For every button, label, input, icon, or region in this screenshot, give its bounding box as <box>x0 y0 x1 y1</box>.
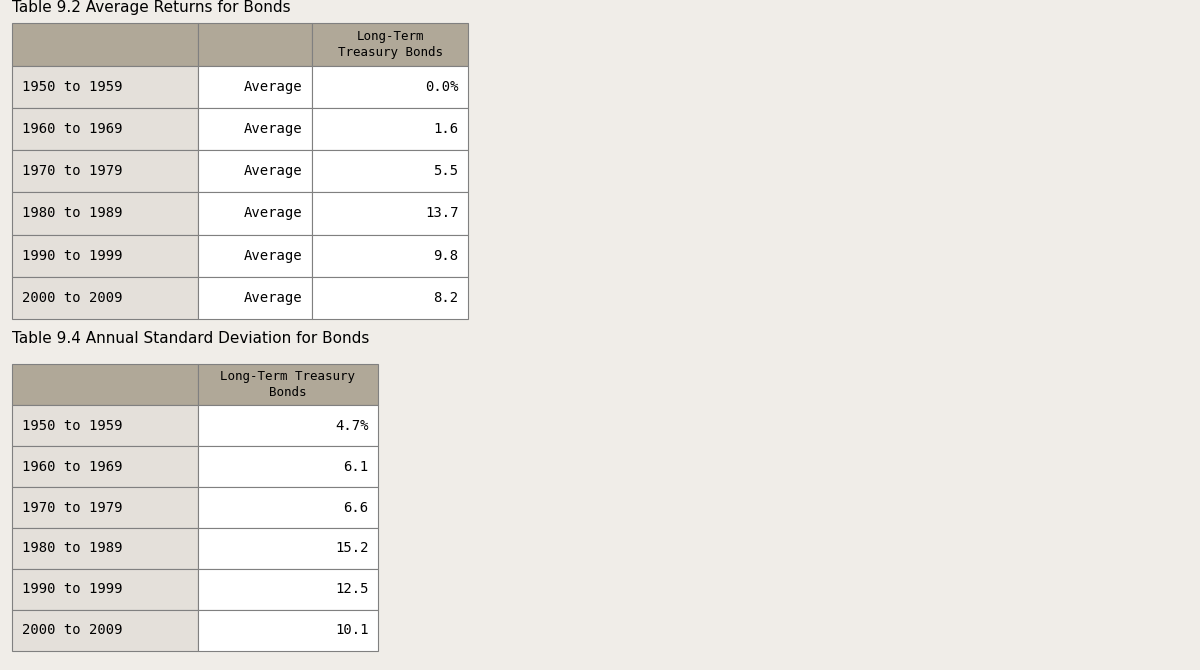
Bar <box>198 364 378 405</box>
Bar <box>12 446 198 487</box>
Text: 1990 to 1999: 1990 to 1999 <box>22 249 122 263</box>
Bar <box>198 446 378 487</box>
Text: 1950 to 1959: 1950 to 1959 <box>22 80 122 94</box>
Text: Average: Average <box>244 206 302 220</box>
Bar <box>12 405 198 446</box>
Text: Average: Average <box>244 122 302 136</box>
Text: 5.5: 5.5 <box>433 164 458 178</box>
Bar <box>312 192 468 234</box>
Bar <box>12 610 198 651</box>
Text: Table 9.2 Average Returns for Bonds: Table 9.2 Average Returns for Bonds <box>12 1 290 15</box>
Text: 1980 to 1989: 1980 to 1989 <box>22 206 122 220</box>
Bar <box>312 66 468 108</box>
Text: Average: Average <box>244 164 302 178</box>
Text: 1.6: 1.6 <box>433 122 458 136</box>
Text: 13.7: 13.7 <box>425 206 458 220</box>
Text: Average: Average <box>244 249 302 263</box>
Text: 0.0%: 0.0% <box>425 80 458 94</box>
Bar <box>198 569 378 610</box>
Text: Long-Term
Treasury Bonds: Long-Term Treasury Bonds <box>337 30 443 59</box>
Bar <box>198 192 312 234</box>
Bar <box>198 234 312 277</box>
Bar <box>12 108 198 150</box>
Bar <box>198 405 378 446</box>
Bar <box>12 364 198 405</box>
Text: 4.7%: 4.7% <box>335 419 368 433</box>
Text: Average: Average <box>244 80 302 94</box>
Text: 1970 to 1979: 1970 to 1979 <box>22 164 122 178</box>
Text: 2000 to 2009: 2000 to 2009 <box>22 291 122 305</box>
Text: 6.6: 6.6 <box>343 500 368 515</box>
Bar <box>198 528 378 569</box>
Text: 10.1: 10.1 <box>335 623 368 637</box>
Text: Table 9.4 Annual Standard Deviation for Bonds: Table 9.4 Annual Standard Deviation for … <box>12 331 370 346</box>
Text: 15.2: 15.2 <box>335 541 368 555</box>
Bar <box>198 487 378 528</box>
Bar <box>12 150 198 192</box>
Bar <box>312 108 468 150</box>
Text: 1960 to 1969: 1960 to 1969 <box>22 122 122 136</box>
Text: 1950 to 1959: 1950 to 1959 <box>22 419 122 433</box>
Bar <box>198 277 312 319</box>
Bar <box>198 150 312 192</box>
Text: 2000 to 2009: 2000 to 2009 <box>22 623 122 637</box>
Text: 1970 to 1979: 1970 to 1979 <box>22 500 122 515</box>
Bar <box>12 192 198 234</box>
Bar <box>12 234 198 277</box>
Bar <box>12 569 198 610</box>
Bar <box>312 150 468 192</box>
Bar <box>12 528 198 569</box>
Bar <box>12 66 198 108</box>
Bar <box>198 610 378 651</box>
Bar <box>312 277 468 319</box>
Bar <box>312 234 468 277</box>
Text: Long-Term Treasury
Bonds: Long-Term Treasury Bonds <box>221 371 355 399</box>
Bar <box>12 23 198 66</box>
Bar <box>198 108 312 150</box>
Text: 6.1: 6.1 <box>343 460 368 474</box>
Text: 12.5: 12.5 <box>335 582 368 596</box>
Bar <box>198 66 312 108</box>
Bar <box>198 23 312 66</box>
Text: 1980 to 1989: 1980 to 1989 <box>22 541 122 555</box>
Bar <box>312 23 468 66</box>
Text: 9.8: 9.8 <box>433 249 458 263</box>
Text: 1960 to 1969: 1960 to 1969 <box>22 460 122 474</box>
Bar <box>12 277 198 319</box>
Bar <box>12 487 198 528</box>
Text: 8.2: 8.2 <box>433 291 458 305</box>
Text: 1990 to 1999: 1990 to 1999 <box>22 582 122 596</box>
Text: Average: Average <box>244 291 302 305</box>
